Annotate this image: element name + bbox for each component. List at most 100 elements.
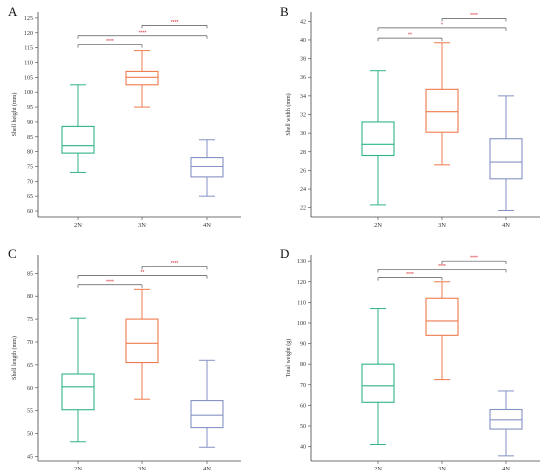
y-tick-label: 85 <box>27 135 33 141</box>
y-tick-label: 105 <box>24 75 33 81</box>
x-category-label: 3N <box>138 466 146 470</box>
iqr-box <box>125 318 159 364</box>
significance-bracket: **** <box>441 256 507 265</box>
box-2n <box>61 84 95 173</box>
y-tick-label: 24 <box>300 187 306 193</box>
x-category-label: 3N <box>438 466 446 470</box>
box-3n <box>125 288 159 400</box>
significance-bracket: **** <box>377 272 443 281</box>
y-tick-label: 80 <box>27 294 33 300</box>
x-category-label: 2N <box>374 466 382 470</box>
box-2n <box>361 70 395 206</box>
y-tick-label: 26 <box>300 168 306 174</box>
y-tick-label: 90 <box>27 120 33 126</box>
x-category-label: 3N <box>138 222 146 229</box>
y-tick-label: 45 <box>27 454 33 460</box>
box-2n <box>361 308 395 446</box>
y-tick-label: 120 <box>24 31 33 37</box>
y-tick-label: 80 <box>27 150 33 156</box>
significance-label: ** <box>408 33 412 39</box>
significance-bracket: **** <box>441 13 507 22</box>
box-4n <box>489 95 523 211</box>
y-tick-label: 80 <box>300 362 306 368</box>
iqr-box <box>425 88 459 133</box>
box-3n <box>125 50 159 108</box>
y-tick-label: 115 <box>24 46 33 52</box>
significance-bracket: **** <box>141 261 208 270</box>
y-tick-label: 120 <box>297 280 306 286</box>
panel-c: C 45 50 55 60 65 70 75 80 85 Shell length (mm) 2N 3N… <box>8 246 241 470</box>
box-3n <box>425 42 459 166</box>
y-tick-label: 40 <box>300 38 306 44</box>
x-category-label: 2N <box>74 222 82 229</box>
significance-bracket: **** <box>141 20 208 29</box>
significance-label: **** <box>139 30 147 36</box>
y-tick-label: 38 <box>300 57 306 63</box>
significance-bracket: **** <box>377 264 507 273</box>
panel-letter: B <box>280 4 289 19</box>
y-tick-label: 65 <box>27 194 33 200</box>
significance-label: **** <box>106 39 114 45</box>
iqr-box <box>190 157 224 178</box>
y-axis-title: Shell width (mm) <box>285 93 292 135</box>
x-category-label: 3N <box>438 222 446 229</box>
y-tick-label: 110 <box>297 300 306 306</box>
significance-label: **** <box>171 20 179 26</box>
y-tick-label: 85 <box>27 271 33 277</box>
iqr-box <box>489 138 523 180</box>
iqr-box <box>190 400 224 429</box>
y-tick-label: 42 <box>300 19 306 25</box>
box-4n <box>190 359 224 448</box>
x-category-label: 2N <box>374 222 382 229</box>
y-tick-label: 60 <box>27 209 33 215</box>
panel-b: B 22 24 26 28 30 32 34 36 38 40 42 Shell width (mm) 2… <box>280 4 540 229</box>
box-3n <box>425 281 459 381</box>
y-tick-label: 60 <box>27 386 33 392</box>
y-tick-label: 100 <box>297 321 306 327</box>
iqr-box <box>361 363 395 403</box>
y-tick-label: 34 <box>300 94 306 100</box>
x-category-label: 4N <box>502 222 510 229</box>
y-tick-label: 130 <box>297 259 306 265</box>
x-category-label: 2N <box>74 466 82 470</box>
y-tick-label: 110 <box>24 61 33 67</box>
significance-bracket: **** <box>77 30 208 39</box>
panel-letter: D <box>280 246 289 261</box>
box-2n <box>61 317 95 443</box>
iqr-box <box>61 125 95 154</box>
y-tick-label: 32 <box>300 113 306 119</box>
y-axis-title: Shell length (mm) <box>11 336 18 380</box>
y-tick-label: 28 <box>300 150 306 156</box>
y-tick-label: 95 <box>27 105 33 111</box>
significance-label: **** <box>171 261 179 267</box>
significance-bracket: **** <box>77 279 143 288</box>
panel-a: A 60 65 70 75 80 85 90 95 100 105 110 115 120 125 Shell… <box>8 4 241 229</box>
y-tick-label: 55 <box>27 409 33 415</box>
significance-label: **** <box>470 256 478 262</box>
significance-label: ** <box>141 270 145 276</box>
y-axis-title: Total weight (g) <box>285 339 292 378</box>
iqr-box <box>61 373 95 411</box>
y-tick-label: 70 <box>300 383 306 389</box>
box-4n <box>190 139 224 197</box>
y-tick-label: 75 <box>27 164 33 170</box>
y-tick-label: 50 <box>300 424 306 430</box>
y-tick-label: 90 <box>300 342 306 348</box>
y-tick-label: 65 <box>27 363 33 369</box>
significance-label: **** <box>470 13 478 19</box>
x-category-label: 4N <box>203 466 211 470</box>
y-tick-label: 100 <box>24 90 33 96</box>
significance-label: **** <box>438 264 446 270</box>
y-tick-label: 60 <box>300 403 306 409</box>
y-axis-title: Shell height (mm) <box>11 93 18 137</box>
y-tick-label: 40 <box>300 445 306 451</box>
significance-bracket: **** <box>77 39 143 48</box>
y-tick-label: 50 <box>27 432 33 438</box>
panel-letter: A <box>8 4 18 19</box>
x-category-label: 4N <box>502 466 510 470</box>
iqr-box <box>361 121 395 157</box>
iqr-box <box>125 70 159 86</box>
y-tick-label: 36 <box>300 75 306 81</box>
y-tick-label: 30 <box>300 131 306 137</box>
